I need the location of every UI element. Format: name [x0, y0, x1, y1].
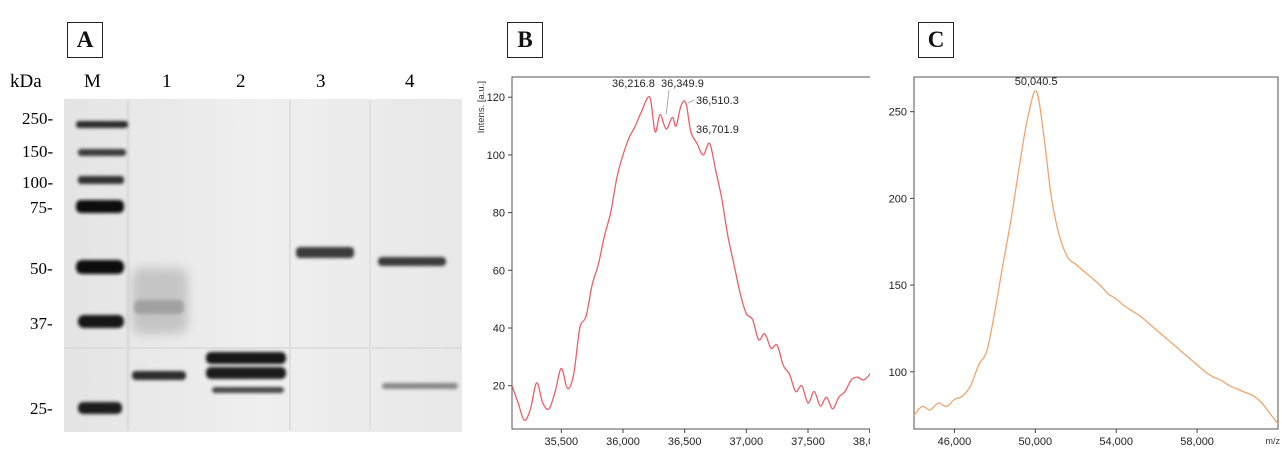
- gel-panel: kDa M 1 2 3 4 250- 150- 100- 75- 50- 37-…: [10, 71, 462, 432]
- plot-frame: [511, 76, 870, 430]
- marker-label-150: 150-: [22, 142, 54, 161]
- ladder-band-150: [78, 149, 126, 156]
- peak-label: 36,510.3: [696, 95, 739, 107]
- marker-label-25: 25-: [30, 399, 53, 418]
- series-line-0: [913, 90, 1279, 425]
- ladder-band-25: [78, 402, 122, 414]
- x-tick-label: 58,000: [1180, 436, 1214, 448]
- x-tick-label: 36,500: [668, 436, 702, 448]
- lane-2-band-middle: [206, 367, 286, 379]
- mass-spectrum-b: 35,500 36,000 36,500 37,000 37,500 38,000 20 40…: [476, 76, 871, 448]
- y-tick-label: 100: [889, 367, 907, 379]
- ladder-band-37: [78, 315, 124, 328]
- x-tick-label: 35,500: [545, 436, 579, 448]
- plot-frame: [913, 76, 1279, 430]
- lane-1-band-upper: [134, 300, 184, 314]
- ladder-band-50: [76, 260, 124, 274]
- lane-label-3: 3: [316, 71, 326, 92]
- peak-label: 50,040.5: [1015, 76, 1058, 88]
- marker-label-50: 50-: [30, 259, 53, 278]
- peak-label: 36,216.8: [612, 78, 655, 90]
- marker-label-100: 100-: [22, 173, 54, 192]
- y-tick-label: 100: [487, 150, 505, 162]
- lane-2-band-top: [206, 352, 286, 364]
- x-tick-label: 46,000: [938, 436, 972, 448]
- peak-label: 36,349.9: [661, 78, 704, 90]
- y-tick-label: 40: [493, 323, 505, 335]
- x-axis-label: m/z: [870, 436, 871, 446]
- panel-b-label: B: [507, 22, 543, 58]
- lane-label-1: 1: [162, 71, 172, 92]
- series-line-0: [511, 95, 870, 422]
- mass-spectrum-c: 46,000 50,000 54,000 58,000 100 150 200 250 m/z 5…: [889, 76, 1281, 448]
- x-tick-label: 54,000: [1099, 436, 1133, 448]
- x-tick-label: 36,000: [606, 436, 640, 448]
- peak-leader-line: [665, 89, 670, 115]
- ladder-bands: [76, 121, 128, 414]
- lane-4-band-lower: [382, 383, 458, 389]
- y-tick-label: 60: [493, 265, 505, 277]
- y-tick-label: 200: [889, 193, 907, 205]
- y-tick-label: 120: [487, 92, 505, 104]
- x-tick-label: 38,000: [853, 436, 870, 448]
- y-tick-label: 250: [889, 107, 907, 119]
- marker-label-37: 37-: [30, 314, 53, 333]
- lane-label-4: 4: [405, 71, 415, 92]
- y-tick-label: 20: [493, 381, 505, 393]
- lane-label-2: 2: [236, 71, 246, 92]
- lane-label-m: M: [84, 71, 101, 92]
- y-axis-label: Intens. [a.u.]: [476, 81, 487, 133]
- lane-3-band: [296, 247, 354, 258]
- marker-label-75: 75-: [30, 198, 53, 217]
- x-axis-label: m/z: [1266, 436, 1281, 446]
- y-tick-label: 150: [889, 280, 907, 292]
- marker-label-250: 250-: [22, 109, 54, 128]
- panel-c-label: C: [918, 22, 954, 58]
- lane-2-band-bottom: [212, 387, 284, 393]
- lane-1-band-main: [132, 371, 186, 380]
- peak-leader-line: [687, 99, 695, 104]
- kda-unit-label: kDa: [10, 71, 42, 92]
- x-tick-label: 37,000: [730, 436, 764, 448]
- lane-4-band-main: [378, 257, 446, 266]
- lane-2-bands: [206, 352, 286, 393]
- peak-label: 36,701.9: [696, 124, 739, 136]
- ladder-band-250: [76, 121, 128, 128]
- ladder-band-75: [76, 200, 124, 213]
- ladder-band-100: [78, 176, 124, 184]
- lane-1-bands: [132, 268, 188, 380]
- x-tick-label: 37,500: [791, 436, 825, 448]
- panel-a-label: A: [67, 22, 103, 58]
- lane-4-bands: [378, 257, 458, 389]
- x-tick-label: 50,000: [1019, 436, 1053, 448]
- y-tick-label: 80: [493, 208, 505, 220]
